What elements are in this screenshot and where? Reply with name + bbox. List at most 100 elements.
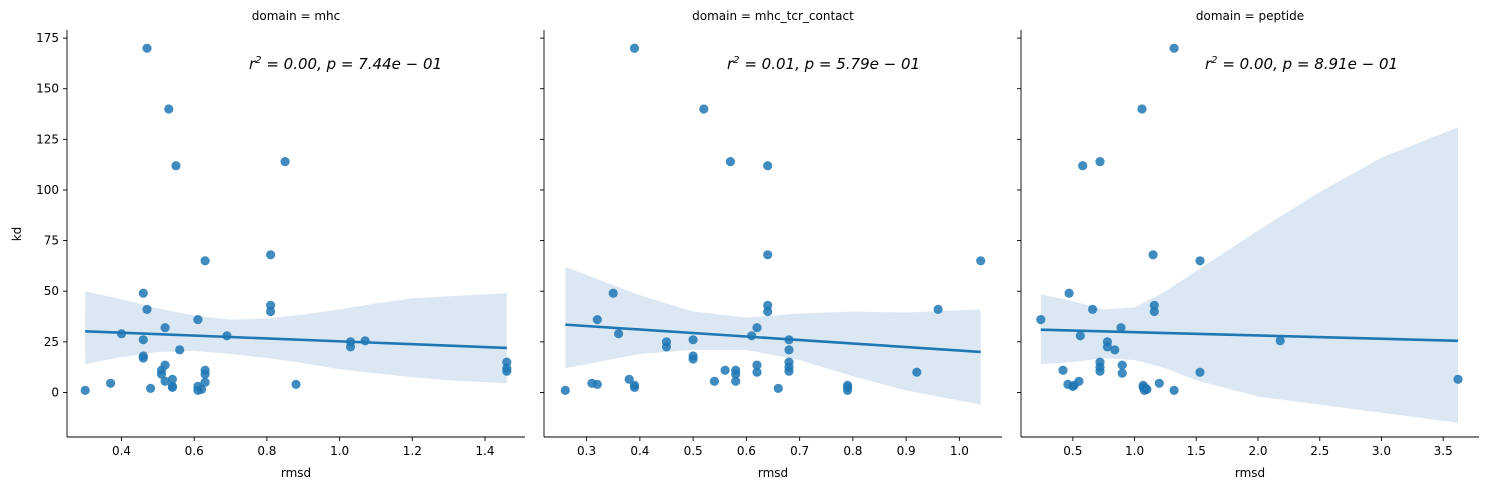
data-point — [138, 351, 148, 361]
data-point — [1142, 384, 1152, 394]
regression-line — [565, 323, 981, 354]
data-point — [1064, 288, 1074, 298]
x-tick-label: 1.0 — [330, 444, 349, 458]
data-point — [1075, 331, 1085, 341]
stats-annotation: r2 = 0.01, p = 5.79e − 01 — [727, 55, 920, 73]
data-point — [614, 329, 624, 339]
stats-annotation: r2 = 0.00, p = 7.44e − 01 — [249, 55, 442, 73]
data-point — [752, 367, 762, 377]
y-tick-label: 150 — [36, 82, 59, 96]
data-point — [160, 360, 170, 370]
stats-annotation: r2 = 0.00, p = 8.91e − 01 — [1205, 55, 1398, 73]
data-point — [608, 288, 618, 298]
data-point — [912, 367, 922, 377]
data-point — [752, 360, 762, 370]
points-layer — [560, 43, 986, 395]
x-tick-label: 0.7 — [790, 444, 809, 458]
data-point — [1169, 43, 1179, 53]
x-axis-label: rmsd — [758, 466, 788, 480]
data-point — [624, 374, 634, 384]
data-point — [688, 354, 698, 364]
y-tick-label: 100 — [36, 183, 59, 197]
data-point — [1116, 323, 1126, 333]
x-tick-label: 0.3 — [577, 444, 596, 458]
data-point — [146, 383, 156, 393]
data-point — [138, 288, 148, 298]
data-point — [1149, 306, 1159, 317]
data-point — [360, 336, 370, 346]
data-point — [1117, 368, 1127, 378]
fit-line-layer — [1040, 328, 1459, 343]
x-tick-label: 0.4 — [112, 444, 131, 458]
x-tick-label: 0.4 — [630, 444, 649, 458]
data-point — [1117, 360, 1127, 370]
x-tick-label: 1.2 — [403, 444, 422, 458]
data-point — [763, 306, 773, 317]
data-point — [725, 157, 736, 167]
points-layer — [1036, 43, 1463, 395]
data-point — [1078, 161, 1088, 171]
data-point — [156, 369, 167, 379]
panel-mhc: 0.4 0.6 0.8 1.0 1.2 1.4 0 25 50 75 100 125 150 175 d… — [10, 9, 525, 480]
data-point — [773, 383, 783, 393]
data-point — [720, 365, 730, 375]
data-point — [142, 304, 152, 314]
data-point — [266, 250, 276, 260]
data-point — [763, 161, 773, 171]
data-point — [280, 157, 290, 167]
y-tick-label: 175 — [36, 31, 59, 45]
data-point — [175, 345, 185, 355]
data-point — [699, 104, 709, 114]
data-point — [502, 366, 512, 376]
data-point — [138, 335, 148, 345]
data-point — [193, 315, 203, 325]
data-point — [1110, 345, 1120, 355]
y-axis-label: kd — [10, 227, 24, 242]
data-point — [1453, 374, 1463, 384]
x-tick-label: 1.5 — [1187, 444, 1206, 458]
x-tick-label: 0.6 — [737, 444, 756, 458]
x-axis-label: rmsd — [281, 466, 311, 480]
data-point — [164, 104, 174, 114]
data-point — [196, 384, 207, 394]
data-point — [160, 323, 170, 333]
y-axis: 0 25 50 75 100 125 150 175 — [36, 30, 68, 437]
data-point — [200, 256, 210, 266]
data-point — [661, 342, 672, 352]
data-point — [1074, 376, 1084, 386]
data-point — [1095, 366, 1105, 376]
data-point — [1169, 385, 1179, 395]
fit-line-layer — [85, 330, 507, 350]
regression-line — [85, 330, 507, 350]
data-point — [171, 161, 181, 171]
data-point — [1088, 304, 1098, 314]
data-point — [1137, 104, 1147, 114]
data-point — [291, 379, 301, 389]
x-tick-label: 0.5 — [684, 444, 703, 458]
confidence-band — [565, 266, 981, 405]
confidence-band — [1040, 127, 1458, 423]
data-point — [106, 378, 116, 388]
data-point — [345, 342, 356, 352]
y-tick-label: 50 — [44, 284, 59, 298]
data-point — [1148, 250, 1158, 260]
y-tick-label: 25 — [44, 335, 59, 349]
points-layer — [80, 43, 512, 395]
data-point — [592, 315, 602, 325]
data-point — [1036, 315, 1046, 325]
regression-line — [1040, 328, 1459, 343]
x-tick-label: 1.0 — [950, 444, 969, 458]
data-point — [160, 376, 170, 386]
data-point — [629, 382, 640, 392]
data-point — [560, 385, 570, 395]
data-point — [1102, 342, 1112, 352]
panel-mhc-tcr-contact: 0.3 0.4 0.5 0.6 0.7 0.8 0.9 1.0 domain = mhc_tc… — [540, 9, 1002, 480]
y-axis — [540, 30, 545, 437]
data-point — [142, 43, 152, 53]
ci-band-layer — [565, 266, 981, 405]
data-point — [200, 377, 210, 387]
x-tick-label: 0.8 — [843, 444, 862, 458]
y-tick-label: 0 — [51, 385, 59, 399]
x-axis-label: rmsd — [1235, 466, 1265, 480]
data-point — [167, 374, 177, 384]
